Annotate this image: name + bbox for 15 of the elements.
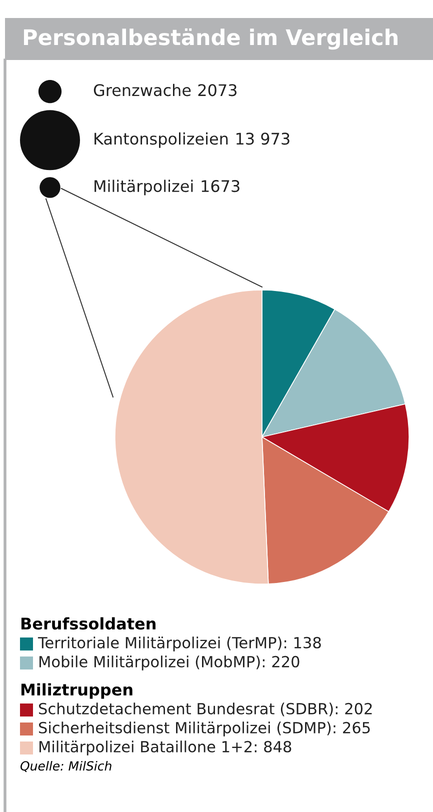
text: Berufssoldaten	[21, 617, 156, 630]
data-label: 2073	[198, 84, 236, 96]
legend-label: Mobile Militärpolizei (MobMP): 220	[40, 656, 300, 670]
legend-label: Sicherheitsdienst Militärpolizei (SDMP): 265	[39, 722, 370, 736]
data-label: 13 973	[236, 132, 290, 145]
category-label: Kantonspolizeien	[94, 132, 228, 148]
category-label: Militärpolizei	[94, 180, 193, 196]
text: Miliztruppen	[21, 683, 132, 699]
category-label: Grenzwache	[94, 84, 191, 96]
legend-label: Territoriale Militärpolizei (TerMP): 138	[38, 636, 321, 652]
legend-label: Militärpolizei Bataillone 1+2: 848	[40, 740, 292, 756]
data-label: 1673	[202, 180, 240, 192]
legend-label: Schutzdetachement Bundesrat (SDBR): 202	[39, 702, 372, 716]
text: Personalbestände im Vergleich	[24, 28, 398, 50]
source-note: Quelle: MilSich	[20, 760, 112, 772]
